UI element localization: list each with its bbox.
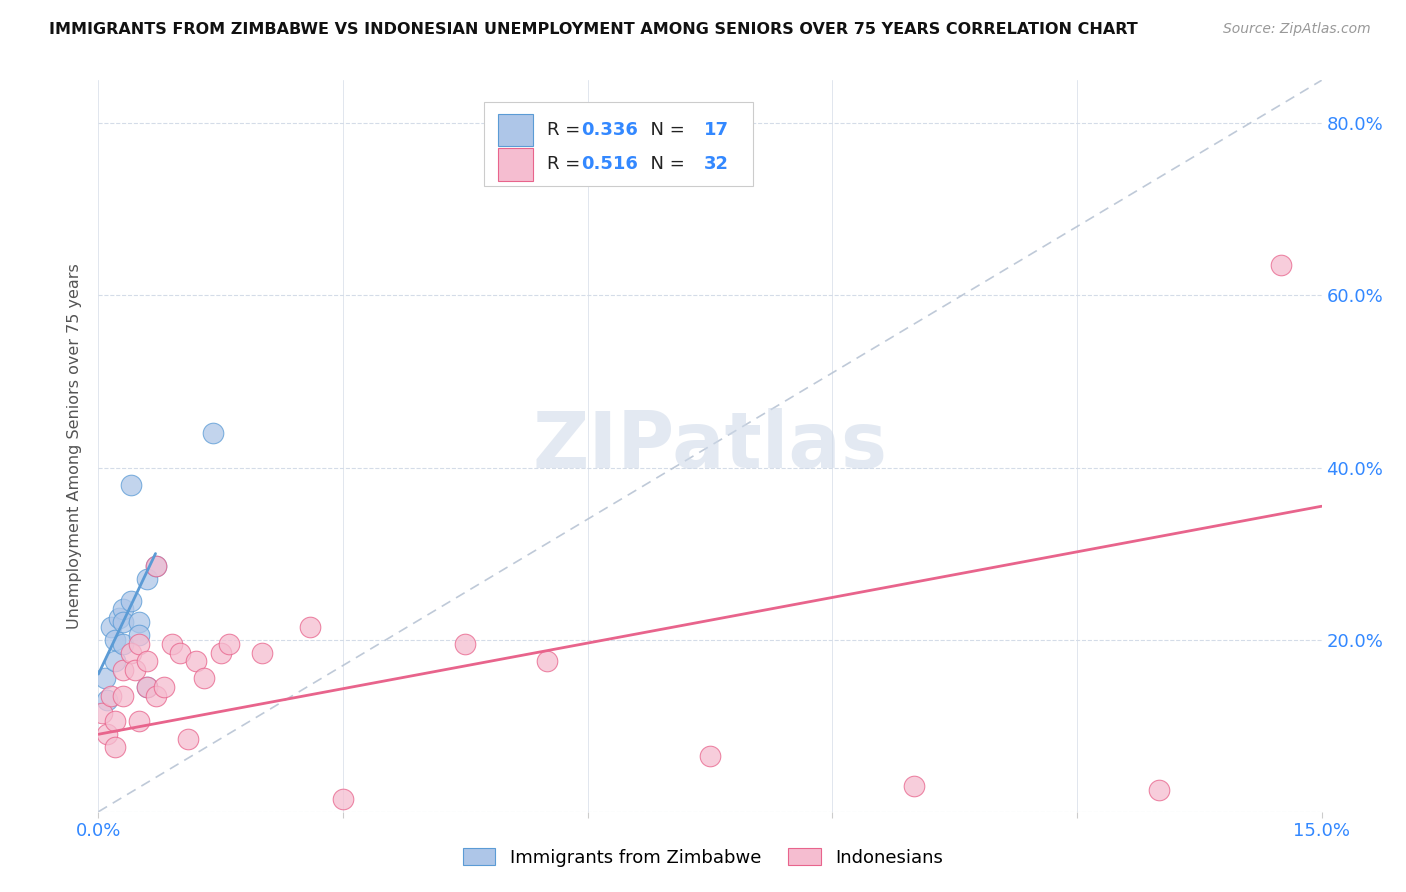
Legend: Immigrants from Zimbabwe, Indonesians: Immigrants from Zimbabwe, Indonesians: [456, 841, 950, 874]
Point: [903, 779, 925, 793]
Point: [152, 680, 174, 694]
Point: [169, 646, 191, 660]
Point: [100, 689, 122, 703]
Point: [136, 680, 159, 694]
Point: [454, 637, 477, 651]
Point: [120, 594, 142, 608]
Text: 32: 32: [704, 155, 728, 173]
Point: [120, 477, 142, 491]
Text: IMMIGRANTS FROM ZIMBABWE VS INDONESIAN UNEMPLOYMENT AMONG SENIORS OVER 75 YEARS : IMMIGRANTS FROM ZIMBABWE VS INDONESIAN U…: [49, 22, 1137, 37]
Point: [136, 680, 159, 694]
Text: R =: R =: [547, 121, 586, 139]
Point: [128, 615, 150, 630]
Point: [111, 689, 134, 703]
Point: [145, 559, 167, 574]
Point: [1270, 258, 1292, 272]
Point: [104, 654, 127, 668]
Point: [186, 654, 208, 668]
Point: [108, 611, 131, 625]
Point: [104, 740, 127, 755]
Point: [120, 646, 142, 660]
Point: [104, 714, 127, 729]
Point: [218, 637, 240, 651]
Text: 0.516: 0.516: [582, 155, 638, 173]
Point: [160, 637, 183, 651]
Point: [96, 727, 118, 741]
Point: [128, 714, 150, 729]
Point: [91, 706, 114, 720]
Text: Source: ZipAtlas.com: Source: ZipAtlas.com: [1223, 22, 1371, 37]
Text: R =: R =: [547, 155, 586, 173]
Point: [128, 628, 150, 642]
Point: [536, 654, 558, 668]
Text: ZIPatlas: ZIPatlas: [533, 408, 887, 484]
Point: [145, 559, 167, 574]
Point: [177, 731, 200, 746]
Point: [111, 663, 134, 677]
Point: [136, 573, 159, 587]
Text: 0.336: 0.336: [582, 121, 638, 139]
Point: [128, 637, 150, 651]
Point: [299, 620, 322, 634]
Point: [111, 637, 134, 651]
FancyBboxPatch shape: [484, 103, 752, 186]
Y-axis label: Unemployment Among Seniors over 75 years: Unemployment Among Seniors over 75 years: [67, 263, 83, 629]
Point: [100, 620, 122, 634]
Point: [250, 646, 273, 660]
Point: [111, 615, 134, 630]
Point: [124, 663, 146, 677]
Text: N =: N =: [640, 121, 690, 139]
Text: 17: 17: [704, 121, 728, 139]
Point: [193, 671, 215, 685]
Point: [94, 671, 117, 685]
Point: [111, 602, 134, 616]
Point: [332, 792, 354, 806]
Point: [145, 689, 167, 703]
Point: [201, 426, 224, 441]
Text: N =: N =: [640, 155, 690, 173]
FancyBboxPatch shape: [498, 113, 533, 146]
Point: [104, 632, 127, 647]
Point: [1147, 783, 1170, 797]
Point: [209, 646, 232, 660]
Point: [136, 654, 159, 668]
Point: [699, 748, 721, 763]
FancyBboxPatch shape: [498, 148, 533, 181]
Point: [96, 693, 118, 707]
